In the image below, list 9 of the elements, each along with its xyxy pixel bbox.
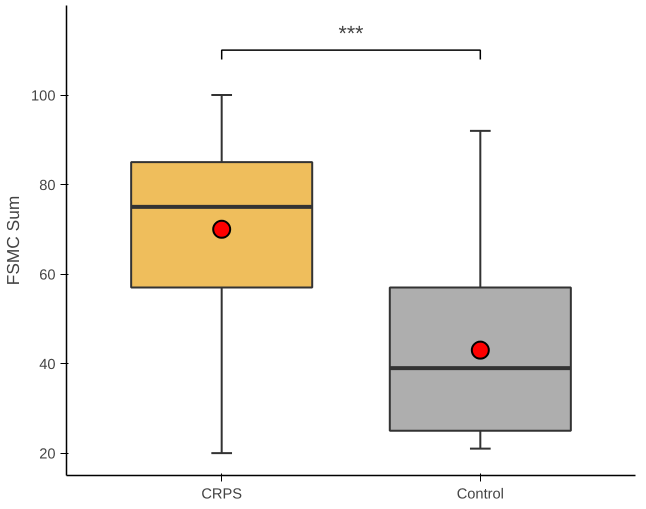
y-tick-label: 40 xyxy=(39,357,56,374)
y-tick-label: 20 xyxy=(39,446,56,463)
y-tick-label: 80 xyxy=(39,178,56,194)
y-tick-label: 60 xyxy=(39,268,56,284)
y-axis-title: FSMC Sum xyxy=(3,196,24,286)
y-tick-label: 100 xyxy=(31,88,56,105)
x-tick-label: CRPS xyxy=(201,486,242,502)
x-tick-label: Control xyxy=(456,486,504,502)
annotation: *** xyxy=(338,21,364,46)
